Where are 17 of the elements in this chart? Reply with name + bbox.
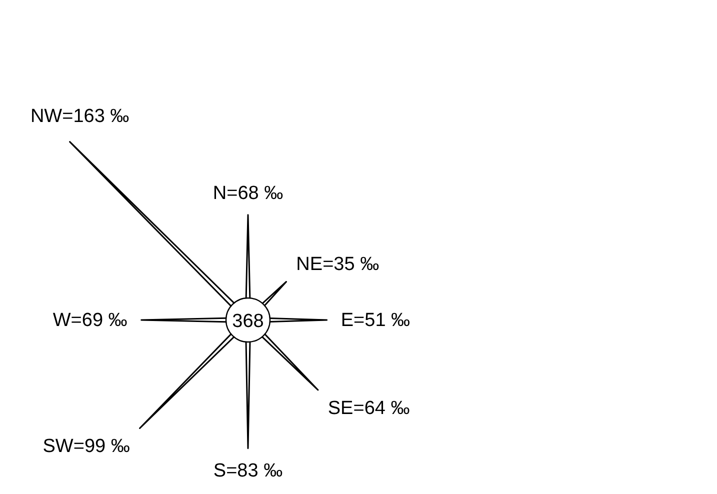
data-label: =83 ‰	[226, 460, 283, 482]
category-label: SW	[42, 436, 74, 458]
category-label: E	[340, 310, 354, 331]
data-label: =51 ‰	[354, 310, 410, 331]
category-label: N	[212, 182, 227, 204]
data-label: =99 ‰	[73, 436, 130, 458]
category-label: S	[213, 460, 226, 482]
category-label: SE	[328, 398, 354, 419]
category-label: NW	[30, 106, 62, 127]
text: 368	[232, 311, 264, 332]
category-label: NE	[296, 254, 323, 275]
data-label: =163 ‰	[62, 106, 130, 127]
data-label: =64 ‰	[353, 398, 410, 419]
category-label: W	[52, 310, 71, 331]
data-label: =68 ‰	[226, 182, 284, 204]
data-label: =69 ‰	[70, 310, 128, 331]
data-label: =35 ‰	[322, 254, 380, 275]
